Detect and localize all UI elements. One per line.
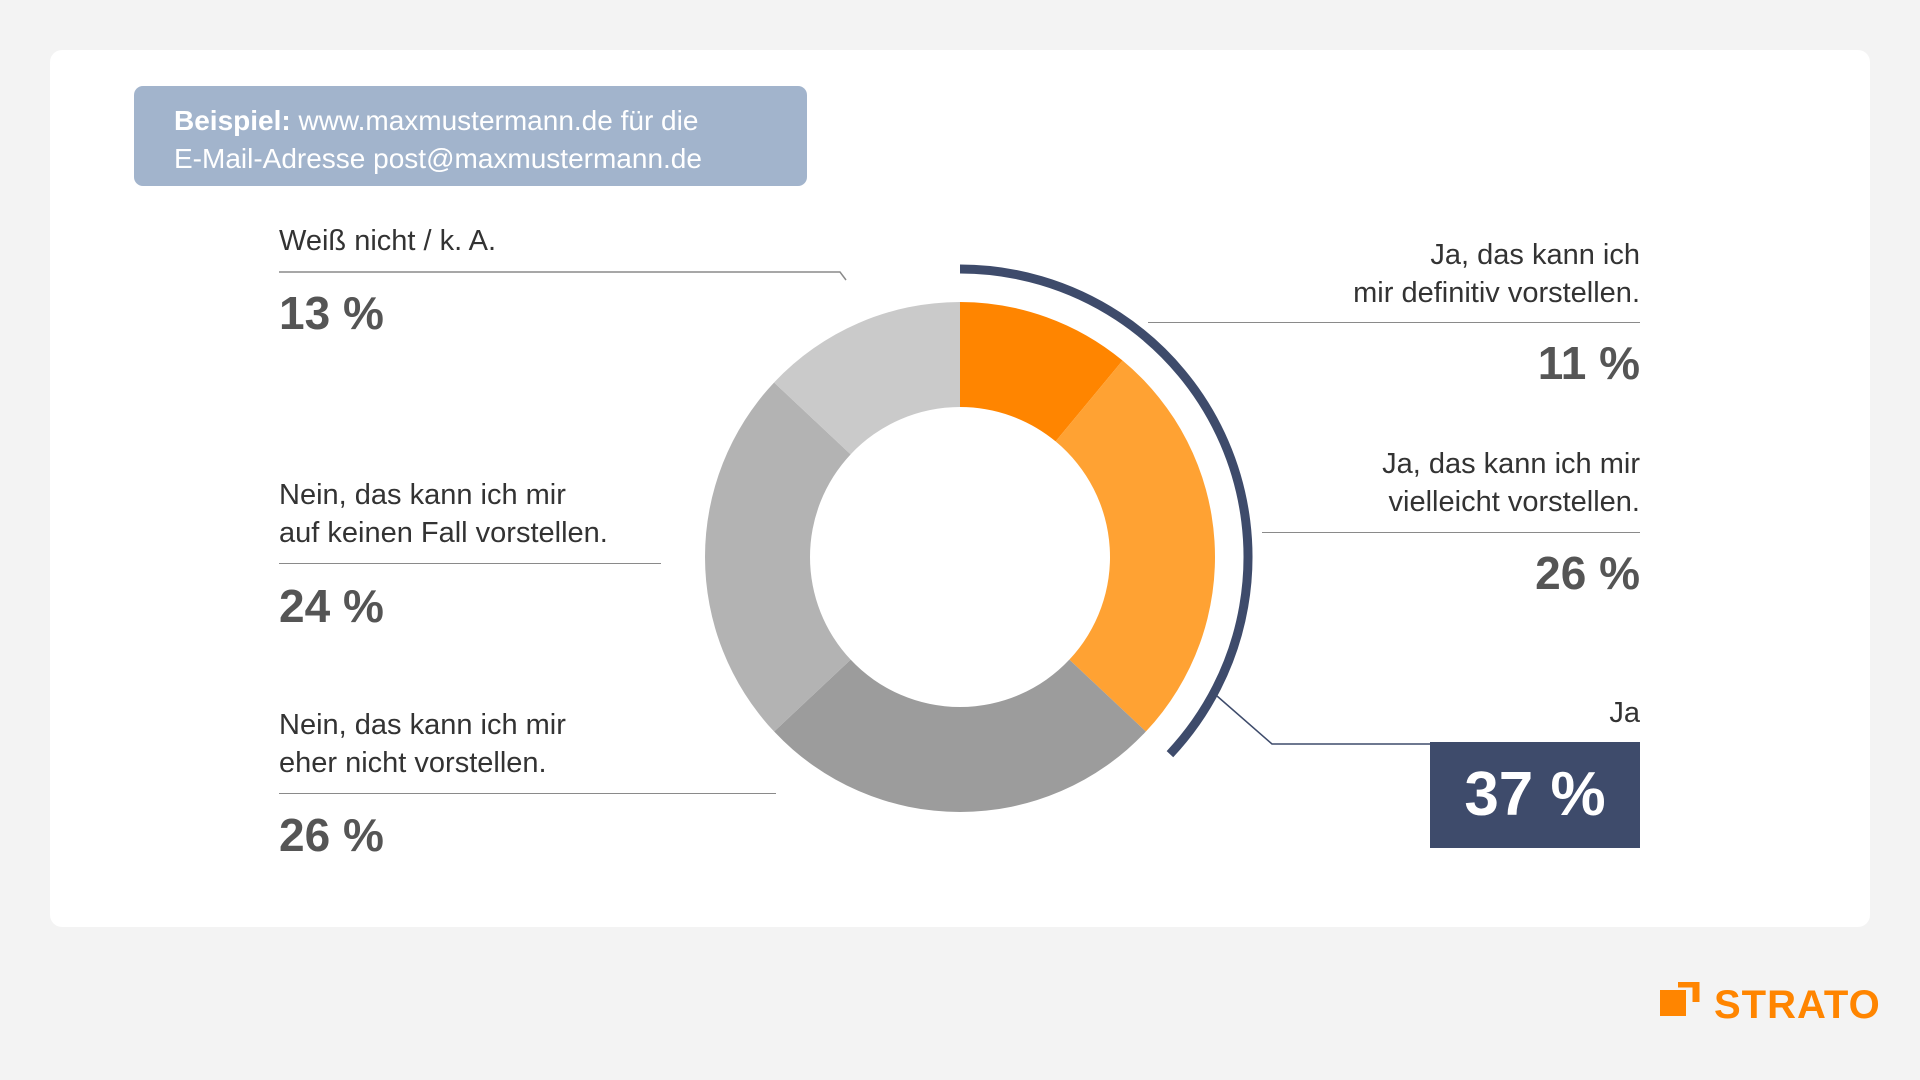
label-yes-maybe-2: vielleicht vorstellen. [1388,486,1640,518]
rule-no-none [279,563,661,564]
value-dontknow: 13 % [279,287,384,339]
example-note: Beispiel: www.maxmustermann.de für die E… [134,86,807,186]
rule-no-rather [279,793,776,794]
rule-yes-maybe [1262,532,1640,533]
dontknow-leader-line [279,271,847,281]
value-yes-maybe: 26 % [1535,547,1640,599]
donut-slice-1 [960,302,1123,442]
ja-leader-line [1216,695,1640,745]
label-no-rather-2: eher nicht vorstellen. [279,747,547,779]
rule-yes-def [1148,322,1640,323]
donut-slice-4 [705,382,851,732]
donut-slice-3 [774,659,1146,813]
strato-logo-icon [1660,982,1700,1016]
label-no-none-1: Nein, das kann ich mir [279,479,566,511]
label-no-rather-1: Nein, das kann ich mir [279,709,566,741]
note-line1: www.maxmustermann.de für die [298,105,699,136]
label-yes-maybe-1: Ja, das kann ich mir [1382,448,1640,480]
value-no-none: 24 % [279,580,384,632]
value-yes-def: 11 % [1537,337,1640,389]
note-bold: Beispiel: [174,105,291,136]
label-yes-total: Ja [1609,697,1640,729]
label-yes-def-2: mir definitiv vorstellen. [1353,277,1640,309]
label-dontknow: Weiß nicht / k. A. [279,225,497,257]
donut-slice-5 [774,302,960,455]
strato-logo-text: STRATO [1714,983,1881,1027]
ja-highlight-arc [959,264,1253,758]
value-no-rather: 26 % [279,809,384,861]
note-line2: E-Mail-Adresse post@maxmustermann.de [174,143,702,174]
donut-slice-2 [1055,360,1215,732]
label-yes-def-1: Ja, das kann ich [1430,239,1640,271]
value-yes-total: 37 % [1430,742,1640,848]
label-no-none-2: auf keinen Fall vorstellen. [279,517,608,549]
